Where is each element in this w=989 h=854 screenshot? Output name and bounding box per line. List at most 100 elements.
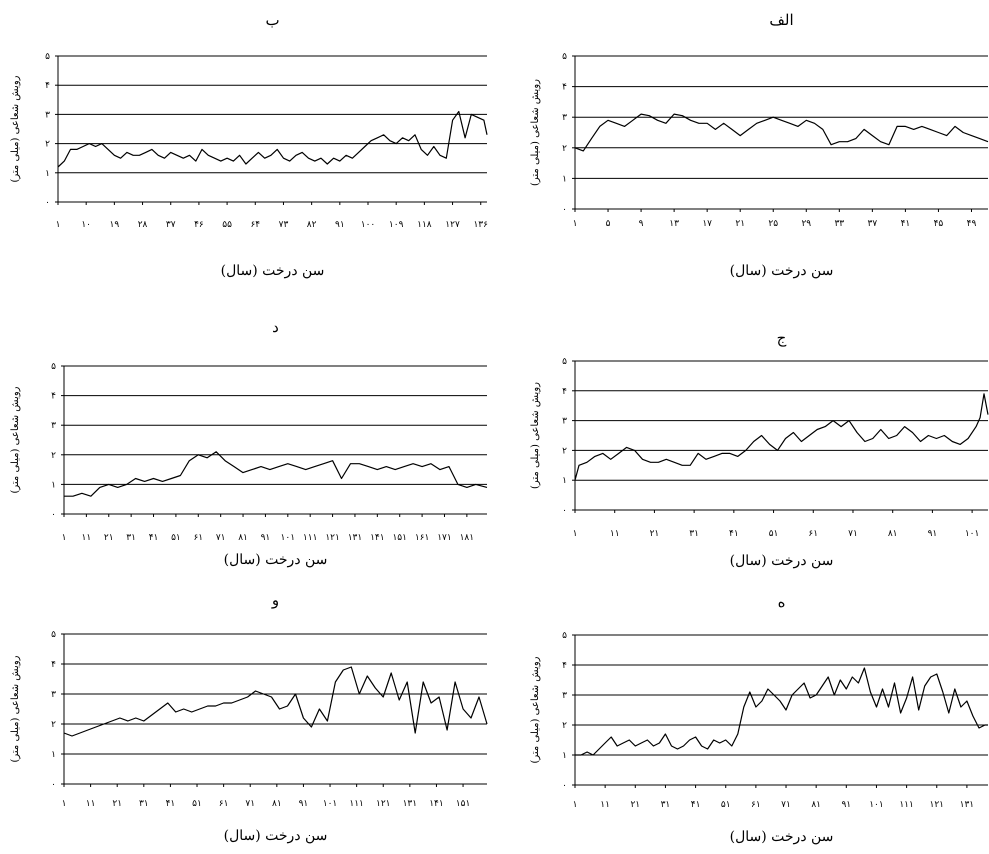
x-tick-label: ۴۱ [166,799,176,809]
x-tick-label: ۱۰۱ [281,533,296,543]
x-tick-label: ۱ [573,800,578,810]
x-tick-label: ۵۱ [769,529,779,539]
y-tick-label: ۱ [562,476,567,486]
x-tick-label: ۱۵۱ [392,533,407,543]
series-line [574,113,989,152]
x-axis-label: سن درخت (سال) [730,553,834,569]
x-tick-label: ۷۱ [848,529,858,539]
chart-title: ه [778,593,786,611]
y-tick-label: ۵ [45,52,50,62]
y-tick-label: ۴ [45,81,50,91]
series-line [574,393,989,481]
x-tick-label: ۷۱ [216,533,226,543]
x-tick-label: ۱۲۱ [325,533,340,543]
y-tick-label: ۱ [562,751,567,761]
y-tick-label: ۲ [562,446,567,456]
y-tick-label: ۲ [45,140,50,150]
x-tick-label: ۱۰۰ [361,220,376,230]
x-tick-label: ۱۳ [669,219,679,229]
y-tick-label: ۵ [562,357,567,367]
x-tick-label: ۶۱ [751,800,761,810]
x-tick-label: ۶۱ [219,799,229,809]
y-tick-label: ۱ [51,480,56,490]
x-tick-label: ۶۱ [808,529,818,539]
x-tick-label: ۱۰۹ [389,220,404,230]
x-tick-label: ۹۱ [335,220,345,230]
y-tick-label: ۱ [51,750,56,760]
y-tick-label: ۰ [51,780,56,790]
x-tick-label: ۱۲۷ [445,220,460,230]
x-tick-label: ۱ [573,529,578,539]
x-tick-label: ۱۱۱ [349,799,364,809]
x-axis-label: سن درخت (سال) [224,828,328,844]
x-tick-label: ۲۵ [768,219,778,229]
x-tick-label: ۸۱ [811,800,821,810]
x-tick-label: ۱ [573,219,578,229]
y-tick-label: ۲ [51,451,56,461]
x-tick-label: ۱۹ [110,220,120,230]
y-tick-label: ۰ [562,506,567,516]
y-axis-label: رویش شعاعی (میلی متر) [530,656,541,763]
y-tick-label: ۵ [562,52,567,62]
y-tick-label: ۱ [45,169,50,179]
y-tick-label: ۳ [51,421,56,431]
x-tick-label: ۴۶ [194,220,204,230]
x-tick-label: ۵۱ [192,799,202,809]
y-tick-label: ۳ [45,110,50,120]
x-tick-label: ۷۳ [279,220,289,230]
y-tick-label: ۵ [562,631,567,641]
x-tick-label: ۳۳ [834,219,844,229]
x-tick-label: ۹۱ [299,799,309,809]
x-tick-label: ۹ [639,219,644,229]
x-tick-label: ۱۰۱ [323,799,338,809]
y-tick-label: ۲ [562,144,567,154]
x-tick-label: ۶۴ [250,220,260,230]
series-line [64,451,488,497]
x-tick-label: ۴۱ [149,533,159,543]
y-tick-label: ۰ [45,198,50,208]
y-tick-label: ۴ [562,661,567,671]
x-tick-label: ۹۱ [261,533,271,543]
x-tick-label: ۱۷۱ [437,533,452,543]
x-tick-label: ۵۵ [222,220,232,230]
x-tick-label: ۱ [56,220,61,230]
x-tick-label: ۱۲۱ [376,799,391,809]
x-tick-label: ۱۳۱ [403,799,418,809]
x-tick-label: ۴۱ [901,219,911,229]
x-tick-label: ۶۱ [193,533,203,543]
x-tick-label: ۸۱ [888,529,898,539]
y-tick-label: ۲ [562,721,567,731]
x-tick-label: ۱۳۶ [473,220,488,230]
y-tick-label: ۲ [51,720,56,730]
chart-panel-be: ب ۰ ۱ ۲ ۳ ۴ ۵ ۱ ۱۰ ۱۹ ۲۸ ۳۷ ۴۶ ۵۵ ۶۴ ۷۳ ۸۲ ۹۱ ۱۰۰ ۱۰۹ ۱۱۸ ۱۲۷… [10,11,488,279]
x-axis-label: سن درخت (سال) [730,263,834,279]
x-tick-label: ۳۱ [139,799,149,809]
y-axis-label: رویش شعاعی (میلی متر) [10,386,21,493]
x-tick-label: ۱۴۱ [370,533,385,543]
x-tick-label: ۱۲۱ [929,800,944,810]
x-tick-label: ۱۴۱ [429,799,444,809]
y-tick-label: ۴ [51,392,56,402]
x-tick-label: ۱۱ [82,533,92,543]
x-tick-label: ۱۱۱ [303,533,318,543]
x-tick-label: ۱۵۱ [456,799,471,809]
x-tick-label: ۷۱ [781,800,791,810]
x-tick-label: ۹۱ [928,529,938,539]
y-tick-label: ۰ [562,781,567,791]
chart-title: ج [777,329,787,347]
x-tick-label: ۳۷ [166,220,176,230]
y-tick-label: ۳ [51,690,56,700]
x-tick-label: ۴۱ [691,800,701,810]
x-tick-label: ۳۷ [868,219,878,229]
x-tick-label: ۲۸ [138,220,148,230]
x-tick-label: ۱۱ [610,529,620,539]
x-tick-label: ۵۱ [721,800,731,810]
y-tick-label: ۰ [51,510,56,520]
chart-title: الف [769,11,793,29]
x-tick-label: ۱۶۱ [415,533,430,543]
y-tick-label: ۵ [51,362,56,372]
x-tick-label: ۸۲ [307,220,317,230]
